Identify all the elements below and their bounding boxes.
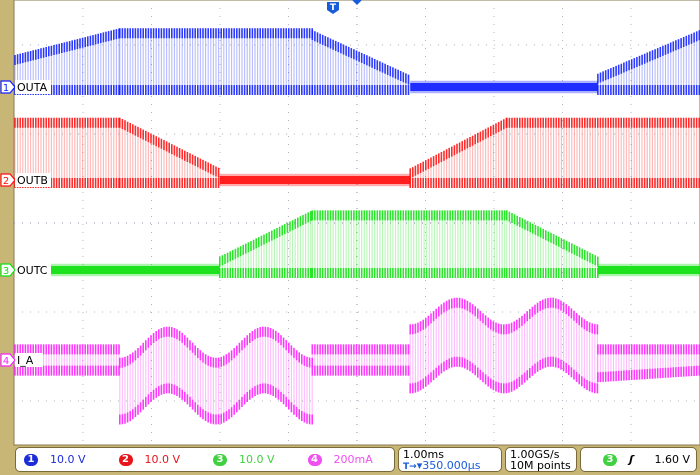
waveform-segment-edges: [219, 211, 312, 278]
channel-2-marker[interactable]: 2 OUTB: [0, 173, 51, 187]
waveform-segment: [14, 117, 120, 188]
waveform-segment-edges: [311, 30, 410, 95]
channel-3-scale[interactable]: 3 10.0 V: [205, 453, 300, 466]
waveform-outc: [15, 210, 700, 278]
channel-4-scale-value: 200mA: [333, 453, 373, 466]
channel-2-label: OUTB: [15, 173, 51, 187]
horizontal-delay: ▾350.000µs: [416, 459, 481, 472]
timebase-box[interactable]: 1.00ms T→▾350.000µs: [398, 447, 502, 472]
channel-1-scale-value: 10.0 V: [50, 453, 86, 466]
waveform-segment-edges: [119, 117, 220, 188]
trigger-level: 1.60 V: [654, 453, 690, 466]
trigger-position-marker[interactable]: T: [327, 2, 339, 14]
waveform-segment-edges: [311, 344, 410, 376]
waveform-segment-edges: [506, 210, 599, 278]
channel-4-scale[interactable]: 4 200mA: [300, 453, 395, 466]
waveform-segment: [119, 28, 313, 95]
waveform-segment-edges: [597, 30, 700, 95]
channel-number: 1: [3, 83, 9, 94]
expansion-point-marker: [352, 0, 362, 5]
channel-3-scale-value: 10.0 V: [239, 453, 275, 466]
waveform-segment-core: [410, 83, 598, 91]
channel-number: 3: [3, 266, 9, 277]
waveform-segment-core: [597, 266, 700, 274]
channel-1-badge: 1: [24, 453, 38, 466]
waveform-segment: [119, 117, 220, 188]
channel-name: I_A: [17, 354, 34, 367]
channel-3-badge: 3: [213, 453, 227, 466]
channel-3-label: OUTC: [15, 263, 51, 277]
channel-2-scale-value: 10.0 V: [144, 453, 181, 466]
waveform-segment-core: [219, 176, 411, 184]
waveform-segment-edges: [14, 344, 120, 376]
waveform-segment: [219, 211, 312, 278]
waveform-segment-edges: [119, 28, 313, 95]
channel-2-badge: 2: [118, 453, 133, 466]
channel-number: 4: [3, 356, 9, 367]
waveform-segment: [119, 326, 313, 425]
waveform-segment: [597, 344, 700, 383]
left-bezel: [0, 0, 14, 447]
waveform-segment: [409, 297, 598, 394]
waveform-segment: [597, 30, 700, 95]
waveform-segment-edges: [409, 117, 508, 188]
channel-1-marker[interactable]: 1 OUTA: [0, 80, 51, 94]
channel-1-label: OUTA: [15, 80, 51, 94]
channel-4-label: I_A: [15, 353, 43, 367]
sample-rate: 1.00GS/s: [510, 448, 560, 461]
rising-edge-icon: ʃ: [629, 453, 634, 466]
channel-2-scale[interactable]: 2 10.0 V: [111, 453, 206, 466]
waveform-segment-edges: [119, 326, 313, 425]
waveform-i-a: [14, 297, 700, 425]
waveform-segment: [311, 210, 506, 278]
waveform-segment: [506, 117, 700, 188]
channel-name: OUTB: [17, 174, 48, 187]
channel-4-badge: 4: [307, 453, 322, 466]
waveform-display: 1 OUTA 2 OUTB 3 OUTC 4 I_A T: [0, 0, 700, 447]
waveform-segment: [311, 344, 410, 376]
waveform-segment-edges: [597, 344, 700, 383]
channel-scale-bar: 1 10.0 V 2 10.0 V 3 10.0 V 4 200mA: [15, 447, 395, 472]
waveform-segment: [14, 28, 120, 95]
channel-name: OUTC: [17, 264, 48, 277]
acquisition-box[interactable]: 1.00GS/s 10M points: [505, 447, 577, 472]
channel-name: OUTA: [17, 81, 48, 94]
svg-text:T: T: [330, 3, 337, 13]
waveform-segment: [506, 210, 599, 278]
channel-number: 2: [3, 176, 9, 187]
waveform-segment-edges: [409, 297, 599, 394]
waveform-segment-edges: [311, 210, 506, 278]
waveform-outb: [14, 117, 700, 188]
waveform-outa: [14, 28, 700, 95]
waveform-segment: [311, 30, 410, 95]
waveform-segment-edges: [506, 117, 700, 188]
trigger-box[interactable]: 3 ʃ 1.60 V: [580, 447, 697, 472]
channel-1-scale[interactable]: 1 10.0 V: [16, 453, 111, 466]
channel-3-marker[interactable]: 3 OUTC: [0, 263, 51, 277]
waveform-segment-core: [15, 266, 220, 274]
time-per-div: 1.00ms: [403, 448, 444, 461]
trigger-source-badge: 3: [603, 453, 617, 466]
record-length: 10M points: [510, 459, 571, 472]
delay-icon: T→: [403, 462, 417, 472]
channel-4-marker[interactable]: 4 I_A: [0, 353, 43, 367]
